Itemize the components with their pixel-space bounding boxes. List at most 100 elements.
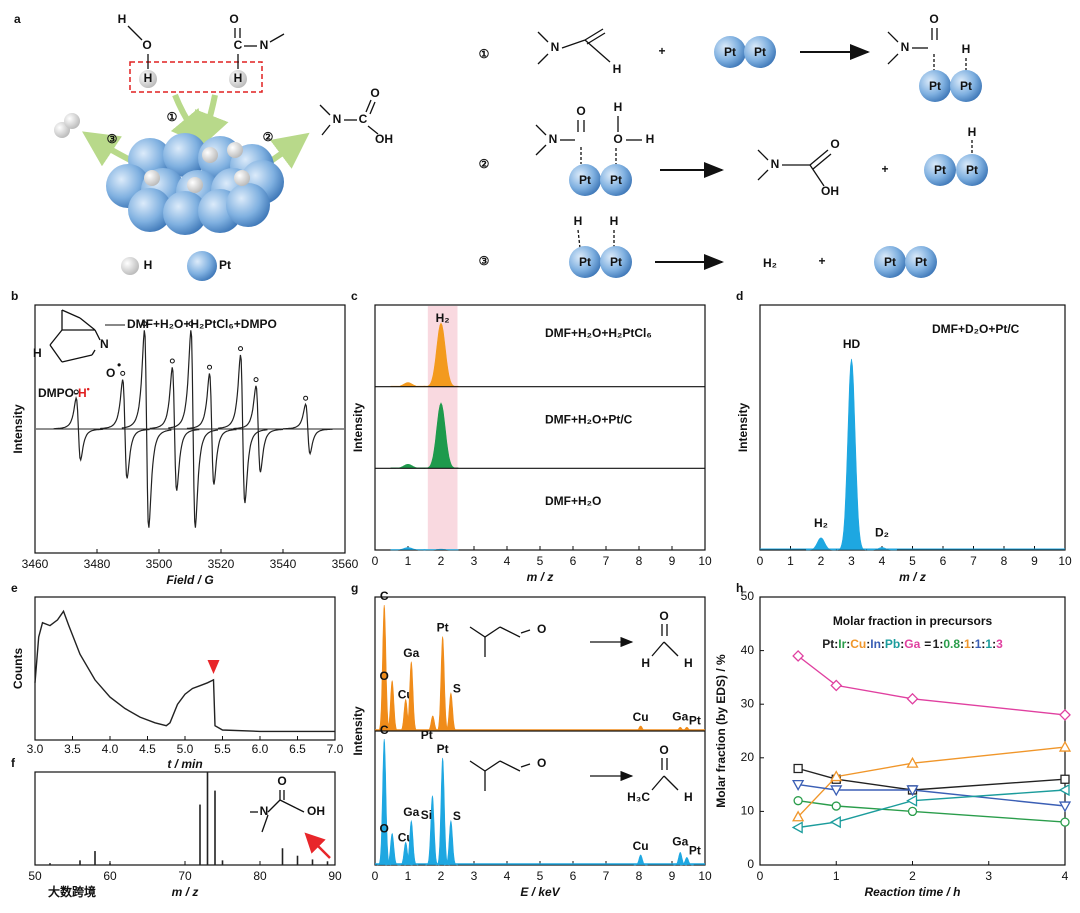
x-tick-label: 6 — [570, 554, 577, 568]
ratio-part: : — [900, 637, 904, 651]
bond — [127, 25, 143, 41]
h-sphere — [187, 177, 203, 193]
scheme-text: H₂ — [763, 256, 777, 270]
h-sphere — [234, 170, 250, 186]
ratio-part: In — [870, 637, 881, 651]
peak-label: Ga — [403, 646, 419, 660]
pt-sphere — [128, 188, 172, 232]
x-tick-label: 5 — [537, 554, 544, 568]
peak-label: O — [379, 822, 388, 836]
pt-label: Pt — [724, 45, 736, 59]
marker — [793, 763, 803, 774]
pt-label: Pt — [884, 255, 896, 269]
scheme-text: H — [574, 214, 583, 228]
x-tick-label: 4 — [504, 869, 511, 883]
x-tick-label: 9 — [669, 869, 676, 883]
bond — [887, 53, 899, 65]
peak-label: Pt — [437, 621, 449, 635]
y-tick-label: 10 — [741, 804, 755, 818]
scheme-text: N — [549, 132, 558, 146]
marker — [1058, 783, 1070, 797]
x-tick-label: 7.0 — [327, 742, 344, 756]
highlight-box — [129, 61, 263, 93]
scheme-text: ③ — [479, 254, 490, 268]
plot-frame — [34, 771, 336, 866]
inset: O — [537, 756, 546, 770]
scheme-text: H — [144, 258, 153, 272]
bond — [577, 229, 581, 249]
pt-sphere — [600, 246, 632, 278]
inset: O — [106, 366, 115, 380]
bond — [469, 626, 486, 638]
scheme-text: OH — [821, 184, 839, 198]
marker — [1060, 774, 1070, 784]
epr-line — [121, 330, 172, 528]
peak-label: Pt — [689, 844, 701, 858]
pt-sphere — [924, 154, 956, 186]
bond — [61, 309, 81, 319]
scheme-text: ② — [479, 157, 490, 171]
scheme-text: ② — [263, 130, 274, 144]
x-tick-label: 10 — [1058, 554, 1072, 568]
x-tick-label: 80 — [253, 869, 267, 883]
marker — [830, 679, 843, 692]
ratio-part: 1 — [985, 637, 992, 651]
inset: H — [684, 656, 693, 670]
marker — [1059, 709, 1071, 721]
x-axis-label: m / z — [172, 885, 199, 899]
pt-label: Pt — [960, 79, 972, 93]
x-tick-label: 3500 — [146, 557, 173, 571]
bond — [535, 124, 547, 136]
scheme-text: O — [929, 12, 938, 26]
scheme-text: Pt — [219, 258, 231, 272]
pt-sphere — [956, 154, 988, 186]
x-axis-label: Reaction time / h — [864, 885, 960, 899]
pt-sphere — [905, 246, 937, 278]
peak-marker — [141, 321, 147, 327]
scheme-text: N — [551, 40, 560, 54]
ratio-part: Pb — [885, 637, 900, 651]
ratio-part: : — [846, 637, 850, 651]
inset: DMPO- — [38, 386, 78, 400]
plot-frame — [34, 596, 336, 741]
x-tick-label: 4 — [879, 554, 886, 568]
x-axis-label: t / min — [167, 757, 202, 771]
y-axis-label: Counts — [11, 648, 25, 690]
scheme-text: H — [614, 100, 623, 114]
x-tick-label: 7 — [970, 554, 977, 568]
y-axis-label: Intensity — [351, 706, 365, 756]
x-tick-label: 8 — [636, 869, 643, 883]
epr-line — [149, 367, 200, 491]
peak-label: H₂ — [436, 311, 450, 325]
scheme-text: N — [901, 40, 910, 54]
pt-sphere — [226, 183, 270, 227]
x-tick-label: 5.0 — [177, 742, 194, 756]
marker — [830, 770, 843, 782]
peak — [836, 358, 867, 551]
y-axis-label: Intensity — [736, 403, 750, 453]
x-tick-label: 2 — [438, 869, 445, 883]
x-tick-label: 1 — [833, 869, 840, 883]
x-tick-label: 2 — [818, 554, 825, 568]
pt-label: Pt — [610, 173, 622, 187]
h-sphere — [227, 142, 243, 158]
h-sphere — [202, 147, 218, 163]
peak-label: D₂ — [875, 526, 889, 540]
bond — [499, 626, 521, 638]
marker — [906, 794, 918, 807]
pt-sphere — [714, 36, 746, 68]
h-sphere — [64, 113, 80, 129]
scheme-text: N — [333, 112, 342, 126]
x-tick-label: 6.0 — [252, 742, 269, 756]
panel-label: h — [736, 581, 743, 595]
x-tick-label: 4 — [1062, 869, 1069, 883]
bond — [535, 144, 547, 156]
scheme-text: OH — [375, 132, 393, 146]
marker — [1060, 817, 1070, 827]
bond — [267, 799, 281, 813]
ratio-part: : — [866, 637, 870, 651]
ratio-part: 1 — [975, 637, 982, 651]
epr-line — [233, 385, 284, 473]
peak-label: S — [453, 809, 461, 823]
bond — [537, 31, 549, 43]
